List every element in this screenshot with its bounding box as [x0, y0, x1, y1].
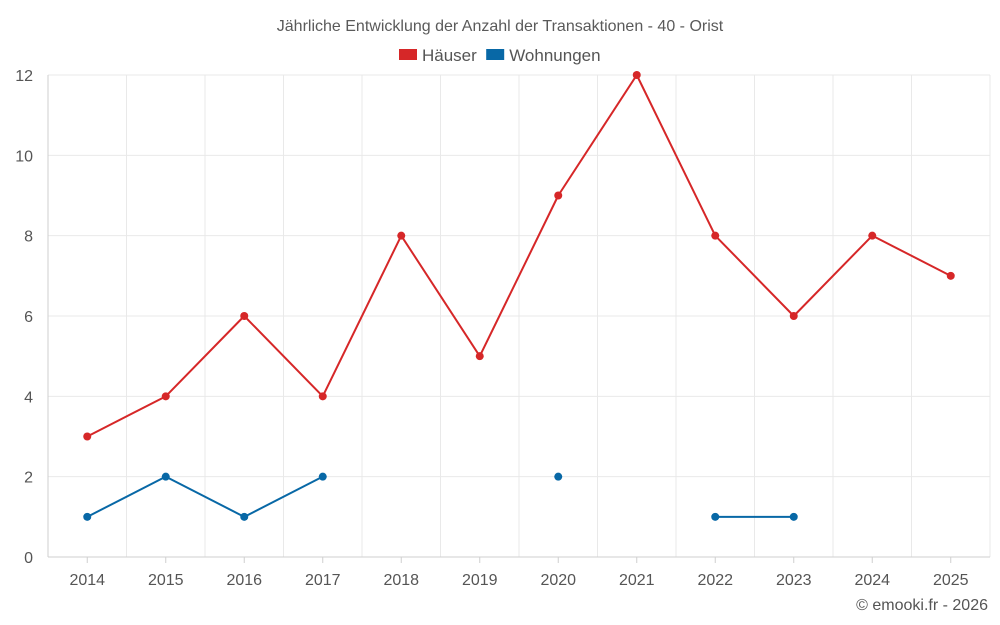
data-point-haeuser [632, 71, 641, 79]
y-tick-label: 10 [15, 148, 33, 165]
x-tick-label: 2017 [305, 572, 341, 589]
y-tick-label: 2 [24, 470, 33, 487]
data-point-haeuser [789, 312, 798, 320]
series-line-wohnungen [86, 475, 324, 518]
x-tick-label: 2014 [69, 572, 105, 589]
legend: Häuser Wohnungen [399, 46, 601, 65]
data-point-wohnungen [711, 512, 720, 521]
data-point-haeuser [554, 191, 563, 200]
data-point-wohnungen [554, 472, 563, 481]
y-tick-label: 0 [24, 550, 33, 567]
grid [47, 74, 991, 557]
data-point-wohnungen [161, 472, 170, 481]
legend-label-haeuser: Häuser [422, 46, 477, 65]
series-line-haeuser [86, 74, 952, 438]
legend-swatch-haeuser [399, 49, 417, 60]
data-point-haeuser [83, 432, 92, 441]
legend-label-wohnungen: Wohnungen [509, 46, 600, 65]
data-point-haeuser [240, 312, 249, 320]
chart-title: Jährliche Entwicklung der Anzahl der Tra… [277, 18, 724, 35]
x-tick-label: 2025 [933, 572, 969, 589]
series-layer [83, 71, 955, 521]
x-tick-label: 2024 [854, 572, 890, 589]
x-tick-label: 2021 [619, 572, 655, 589]
x-tick-label: 2018 [383, 572, 419, 589]
data-point-haeuser [397, 231, 406, 240]
data-point-haeuser [946, 271, 955, 280]
data-point-haeuser [318, 392, 327, 401]
x-tick-label: 2019 [462, 572, 498, 589]
x-tick-label: 2023 [776, 572, 812, 589]
x-tick-label: 2015 [148, 572, 184, 589]
y-tick-label: 6 [24, 309, 33, 326]
data-point-wohnungen [83, 512, 92, 521]
x-tick-label: 2016 [226, 572, 262, 589]
y-tick-label: 12 [15, 68, 33, 85]
data-point-wohnungen [240, 512, 249, 521]
y-tick-label: 8 [24, 229, 33, 246]
data-point-haeuser [711, 231, 720, 240]
data-point-haeuser [475, 352, 484, 361]
x-tick-label: 2020 [540, 572, 576, 589]
axes: 0 2 4 6 8 10 12 2014 2015 2016 2017 2018 2019 2020 202… [15, 68, 990, 589]
credit-text: © emooki.fr - 2026 [856, 597, 988, 614]
data-point-wohnungen [318, 472, 327, 481]
data-point-haeuser [868, 231, 877, 240]
x-tick-label: 2022 [697, 572, 733, 589]
y-tick-label: 4 [24, 389, 33, 406]
legend-swatch-wohnungen [486, 49, 505, 60]
data-point-haeuser [161, 392, 170, 401]
data-point-wohnungen [789, 512, 798, 521]
